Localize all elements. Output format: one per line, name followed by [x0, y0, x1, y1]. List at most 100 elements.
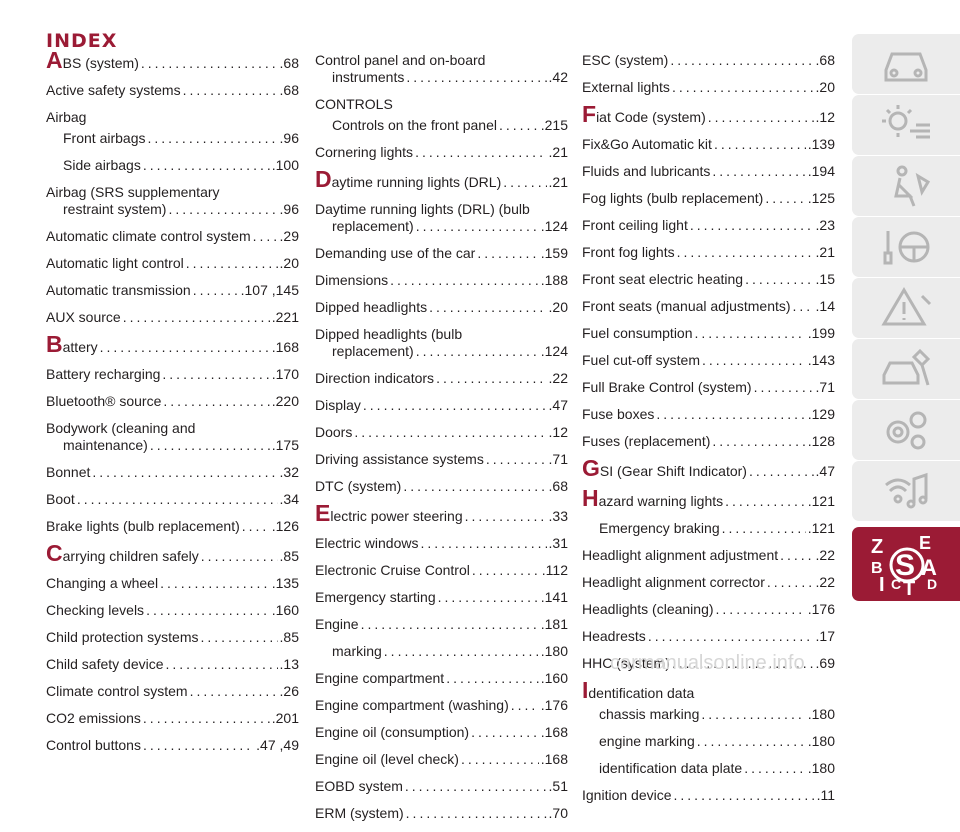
index-entry[interactable]: Carrying children safely .85 — [46, 542, 299, 565]
index-entry[interactable]: Engine compartment .160 — [315, 670, 568, 687]
index-entry[interactable]: Airbag (SRS supplementary restraint syste… — [46, 184, 299, 218]
index-entry[interactable]: Headrests .17 — [582, 628, 835, 645]
index-entry[interactable]: Checking levels .160 — [46, 602, 299, 619]
tab-warning[interactable] — [852, 278, 960, 338]
tab-service[interactable] — [852, 339, 960, 399]
index-entry[interactable]: Brake lights (bulb replacement) .126 — [46, 518, 299, 535]
index-entry[interactable]: Front seat electric heating .15 — [582, 271, 835, 288]
page-number: .68 — [279, 55, 299, 71]
index-entry[interactable]: Side airbags .100 — [46, 157, 299, 174]
index-entry[interactable]: Fix&Go Automatic kit .139 — [582, 136, 835, 153]
index-entry[interactable]: Front airbags .96 — [46, 130, 299, 147]
index-entry[interactable]: Dipped headlights .20 — [315, 299, 568, 316]
index-entry[interactable]: Fluids and lubricants .194 — [582, 163, 835, 180]
index-entry[interactable]: Daytime running lights (DRL) (bulb replac… — [315, 201, 568, 235]
dot-leader — [695, 325, 806, 342]
index-entry[interactable]: ESC (system) .68 — [582, 52, 835, 69]
index-entry[interactable]: Headlight alignment corrector .22 — [582, 574, 835, 591]
index-entry[interactable]: Bluetooth® source .220 — [46, 393, 299, 410]
index-letter: Z — [871, 536, 883, 558]
index-entry[interactable]: Headlights (cleaning) .176 — [582, 601, 835, 618]
index-entry[interactable]: Emergency braking .121 — [582, 520, 835, 537]
entry-text: Fuel cut-off system — [582, 352, 701, 368]
index-entry[interactable]: EOBD system .51 — [315, 778, 568, 795]
tab-seat-safety[interactable] — [852, 156, 960, 216]
index-entry[interactable]: marking .180 — [315, 643, 568, 660]
entry-text: Fog lights (bulb replacement) — [582, 190, 764, 206]
index-entry[interactable]: Doors .12 — [315, 424, 568, 441]
index-entry[interactable]: Electric windows .31 — [315, 535, 568, 552]
index-entry[interactable]: Front ceiling light .23 — [582, 217, 835, 234]
index-entry[interactable]: Display .47 — [315, 397, 568, 414]
index-entry[interactable]: Climate control system .26 — [46, 683, 299, 700]
index-entry[interactable]: AUX source .221 — [46, 309, 299, 326]
index-entry[interactable]: Battery .168 — [46, 333, 299, 356]
index-entry[interactable]: Demanding use of the car .159 — [315, 245, 568, 262]
index-entry[interactable]: Child safety device .13 — [46, 656, 299, 673]
dot-leader — [406, 805, 547, 822]
index-letter: E — [919, 533, 931, 553]
entry-text: Side airbags — [63, 157, 141, 173]
index-entry[interactable]: Controls on the front panel .215 — [315, 117, 568, 134]
index-entry[interactable]: chassis marking .180 — [582, 706, 835, 723]
page-number: .188 — [540, 272, 568, 288]
index-entry[interactable]: DTC (system) .68 — [315, 478, 568, 495]
index-entry[interactable]: Fuse boxes .129 — [582, 406, 835, 423]
index-entry[interactable]: Automatic transmission .107 ,145 — [46, 282, 299, 299]
index-entry[interactable]: Engine oil (level check) .168 — [315, 751, 568, 768]
tab-key-steering[interactable] — [852, 217, 960, 277]
entry-text: Front fog lights — [582, 244, 675, 260]
index-entry[interactable]: Engine compartment (washing) .176 — [315, 697, 568, 714]
index-entry[interactable]: identification data plate .180 — [582, 760, 835, 777]
index-entry[interactable]: Engine oil (consumption) .168 — [315, 724, 568, 741]
index-entry[interactable]: Battery recharging .170 — [46, 366, 299, 383]
index-entry[interactable]: Full Brake Control (system) .71 — [582, 379, 835, 396]
index-entry[interactable]: Cornering lights .21 — [315, 144, 568, 161]
index-entry[interactable]: Child protection systems .85 — [46, 629, 299, 646]
index-entry[interactable]: Headlight alignment adjustment .22 — [582, 547, 835, 564]
tab-multimedia[interactable] — [852, 461, 960, 521]
index-entry[interactable]: ERM (system) .70 — [315, 805, 568, 822]
index-entry[interactable]: Changing a wheel .135 — [46, 575, 299, 592]
tab-dashboard-lights[interactable] — [852, 95, 960, 155]
index-entry[interactable]: Hazard warning lights .121 — [582, 487, 835, 510]
index-entry[interactable]: GSI (Gear Shift Indicator) .47 — [582, 457, 835, 480]
index-entry[interactable]: ABS (system) .68 — [46, 49, 299, 72]
dot-leader — [147, 130, 277, 147]
index-entry[interactable]: Automatic light control .20 — [46, 255, 299, 272]
entry-label: AUX source — [46, 309, 121, 326]
index-entry[interactable]: External lights .20 — [582, 79, 835, 96]
index-entry[interactable]: Engine .181 — [315, 616, 568, 633]
tab-car-overview[interactable] — [852, 34, 960, 94]
index-entry[interactable]: Driving assistance systems .71 — [315, 451, 568, 468]
index-entry[interactable]: Fiat Code (system) .12 — [582, 103, 835, 126]
entry-text: Emergency braking — [599, 520, 720, 536]
tab-index[interactable]: Z E S A B I C T D — [852, 527, 960, 601]
index-entry[interactable]: Fuses (replacement) .128 — [582, 433, 835, 450]
index-entry[interactable]: Fuel cut-off system .143 — [582, 352, 835, 369]
index-entry[interactable]: CO2 emissions .201 — [46, 710, 299, 727]
index-entry[interactable]: Fuel consumption .199 — [582, 325, 835, 342]
index-entry[interactable]: Bonnet .32 — [46, 464, 299, 481]
index-entry[interactable]: Control buttons .47 ,49 — [46, 737, 299, 754]
index-entry[interactable]: Active safety systems .68 — [46, 82, 299, 99]
index-entry[interactable]: Fog lights (bulb replacement) .125 — [582, 190, 835, 207]
index-entry[interactable]: Front seats (manual adjustments) .14 — [582, 298, 835, 315]
index-entry[interactable]: Electric power steering .33 — [315, 502, 568, 525]
index-entry[interactable]: Front fog lights .21 — [582, 244, 835, 261]
index-entry[interactable]: HHC (system) .69 — [582, 655, 835, 672]
index-entry[interactable]: Boot .34 — [46, 491, 299, 508]
index-entry[interactable]: Daytime running lights (DRL) .21 — [315, 168, 568, 191]
index-entry[interactable]: Dimensions .188 — [315, 272, 568, 289]
index-entry[interactable]: Automatic climate control system .29 — [46, 228, 299, 245]
index-entry[interactable]: Ignition device .11 — [582, 787, 835, 804]
index-entry[interactable]: engine marking .180 — [582, 733, 835, 750]
index-entry[interactable]: Direction indicators .22 — [315, 370, 568, 387]
index-entry[interactable]: Electronic Cruise Control .112 — [315, 562, 568, 579]
page-number: .159 — [540, 245, 568, 261]
index-entry[interactable]: Emergency starting .141 — [315, 589, 568, 606]
tab-technical[interactable] — [852, 400, 960, 460]
